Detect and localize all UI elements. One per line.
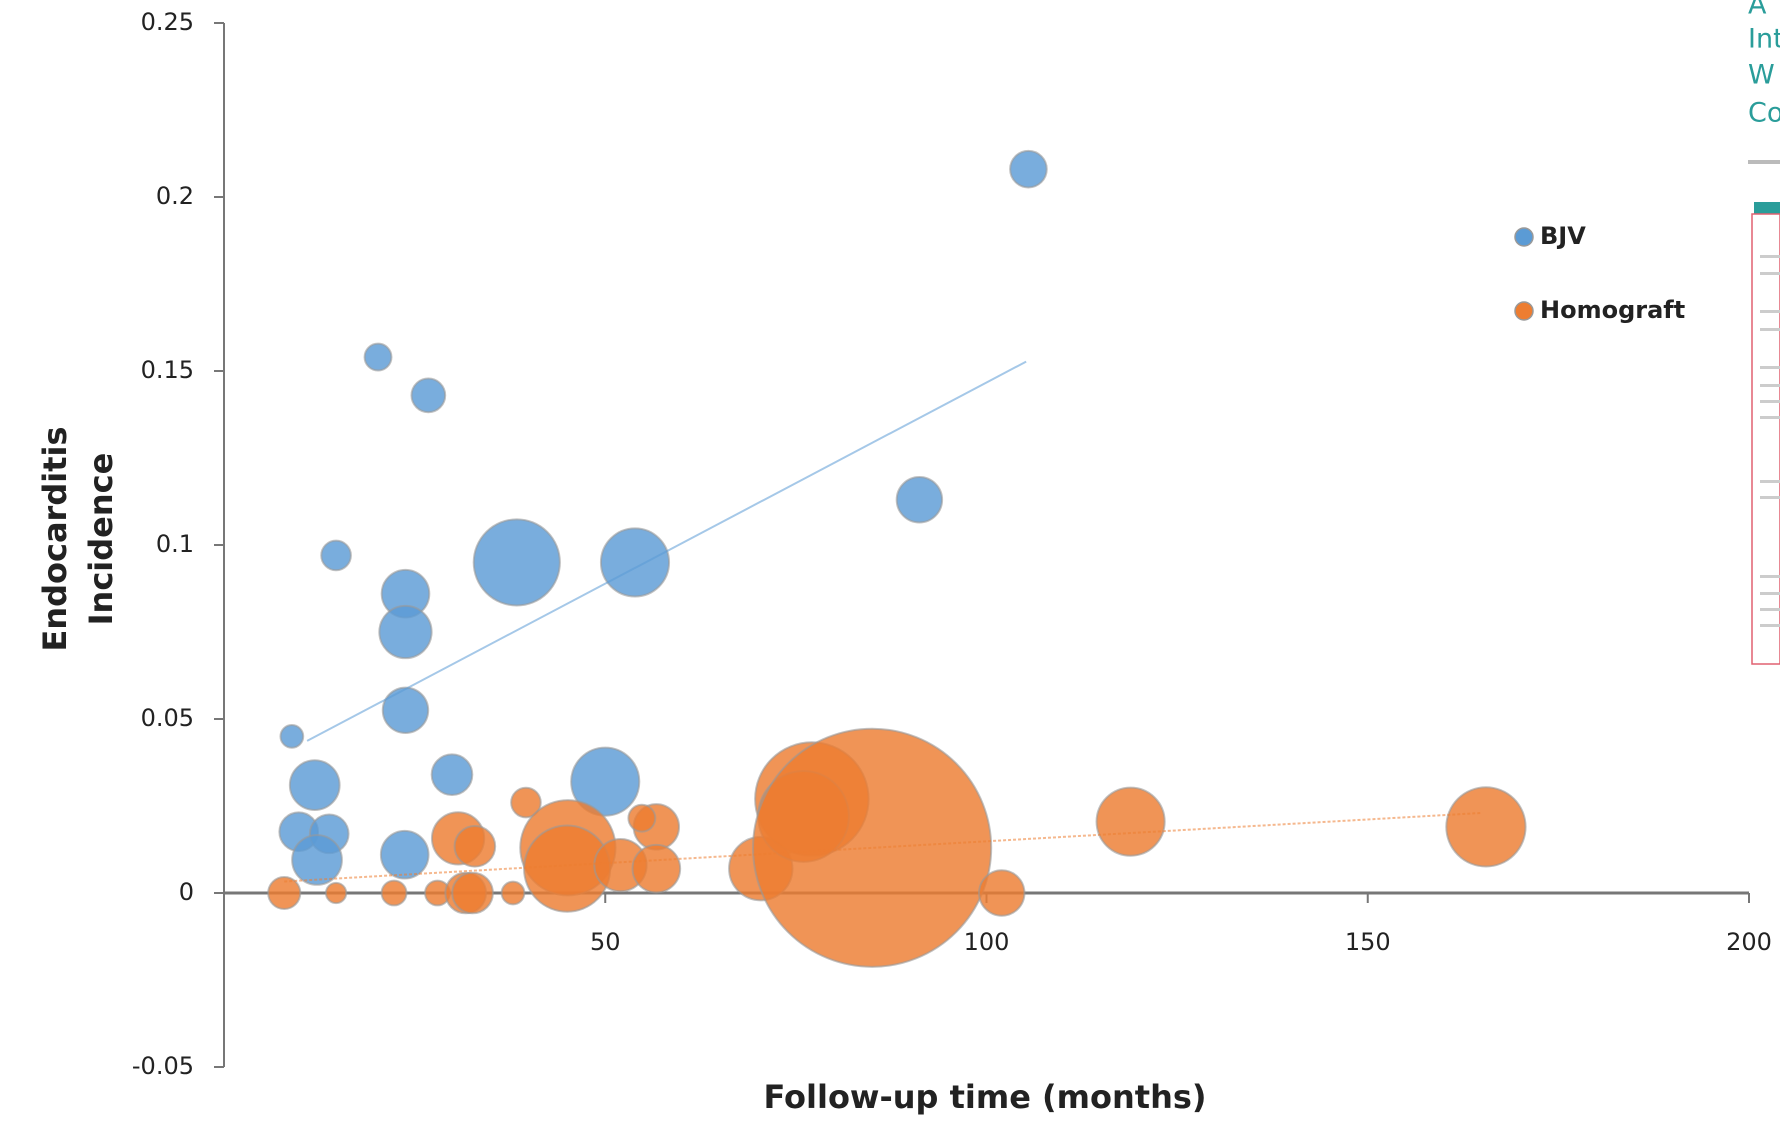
bubble xyxy=(599,527,671,598)
y-tick-label: 0.05 xyxy=(141,704,194,732)
bubble xyxy=(453,825,497,868)
bubble xyxy=(570,746,641,817)
bubble xyxy=(380,879,408,907)
x-tick-label: 150 xyxy=(1345,928,1391,956)
side-text: W xyxy=(1748,60,1775,91)
bubble xyxy=(291,834,343,886)
bubble xyxy=(500,880,526,906)
bubble xyxy=(363,342,393,372)
legend-label: BJV xyxy=(1540,222,1586,250)
y-tick-label: 0 xyxy=(179,878,194,906)
side-small-text xyxy=(1748,160,1780,164)
x-tick-label: 200 xyxy=(1726,928,1772,956)
bubble xyxy=(1445,786,1527,868)
y-axis-title-line: Endocarditis xyxy=(36,426,74,651)
side-box xyxy=(1751,213,1780,665)
trend-line xyxy=(306,360,1027,742)
side-text: Co xyxy=(1748,98,1780,129)
bubble xyxy=(324,881,348,905)
legend-label: Homograft xyxy=(1540,296,1685,324)
y-tick-label: 0.1 xyxy=(156,530,194,558)
x-tick-label: 50 xyxy=(590,928,621,956)
bubble xyxy=(288,759,341,811)
bubble xyxy=(451,871,494,915)
y-tick-label: -0.05 xyxy=(132,1052,194,1080)
bubble xyxy=(895,476,944,524)
x-tick-label: 100 xyxy=(964,928,1010,956)
y-axis-title-line: Incidence xyxy=(82,453,120,626)
x-axis-title: Follow-up time (months) xyxy=(763,1078,1206,1116)
bubble xyxy=(1009,149,1048,189)
legend-marker xyxy=(1514,227,1534,247)
bubble xyxy=(752,727,993,968)
bubble xyxy=(381,686,430,735)
bubble xyxy=(379,829,430,880)
legend-marker xyxy=(1514,301,1534,321)
bubble xyxy=(631,843,682,894)
bubble xyxy=(320,539,352,572)
y-tick-label: 0.25 xyxy=(141,8,194,36)
side-text: A xyxy=(1748,0,1767,21)
bubble xyxy=(510,786,542,819)
bubble xyxy=(978,869,1026,917)
y-axis-title: Endocarditis Incidence xyxy=(36,426,120,651)
bubble xyxy=(279,724,305,749)
bubble xyxy=(1095,786,1166,857)
bubble xyxy=(378,604,433,660)
bubble xyxy=(267,875,302,911)
bubble xyxy=(472,518,561,607)
side-panel: A Int W Co xyxy=(1748,0,1780,665)
side-header xyxy=(1754,202,1780,214)
bubble xyxy=(627,803,657,833)
bubble xyxy=(430,753,474,796)
side-text: Int xyxy=(1748,24,1780,55)
y-tick-label: 0.15 xyxy=(141,356,194,384)
y-tick-label: 0.2 xyxy=(156,182,194,210)
bubble xyxy=(410,377,447,414)
